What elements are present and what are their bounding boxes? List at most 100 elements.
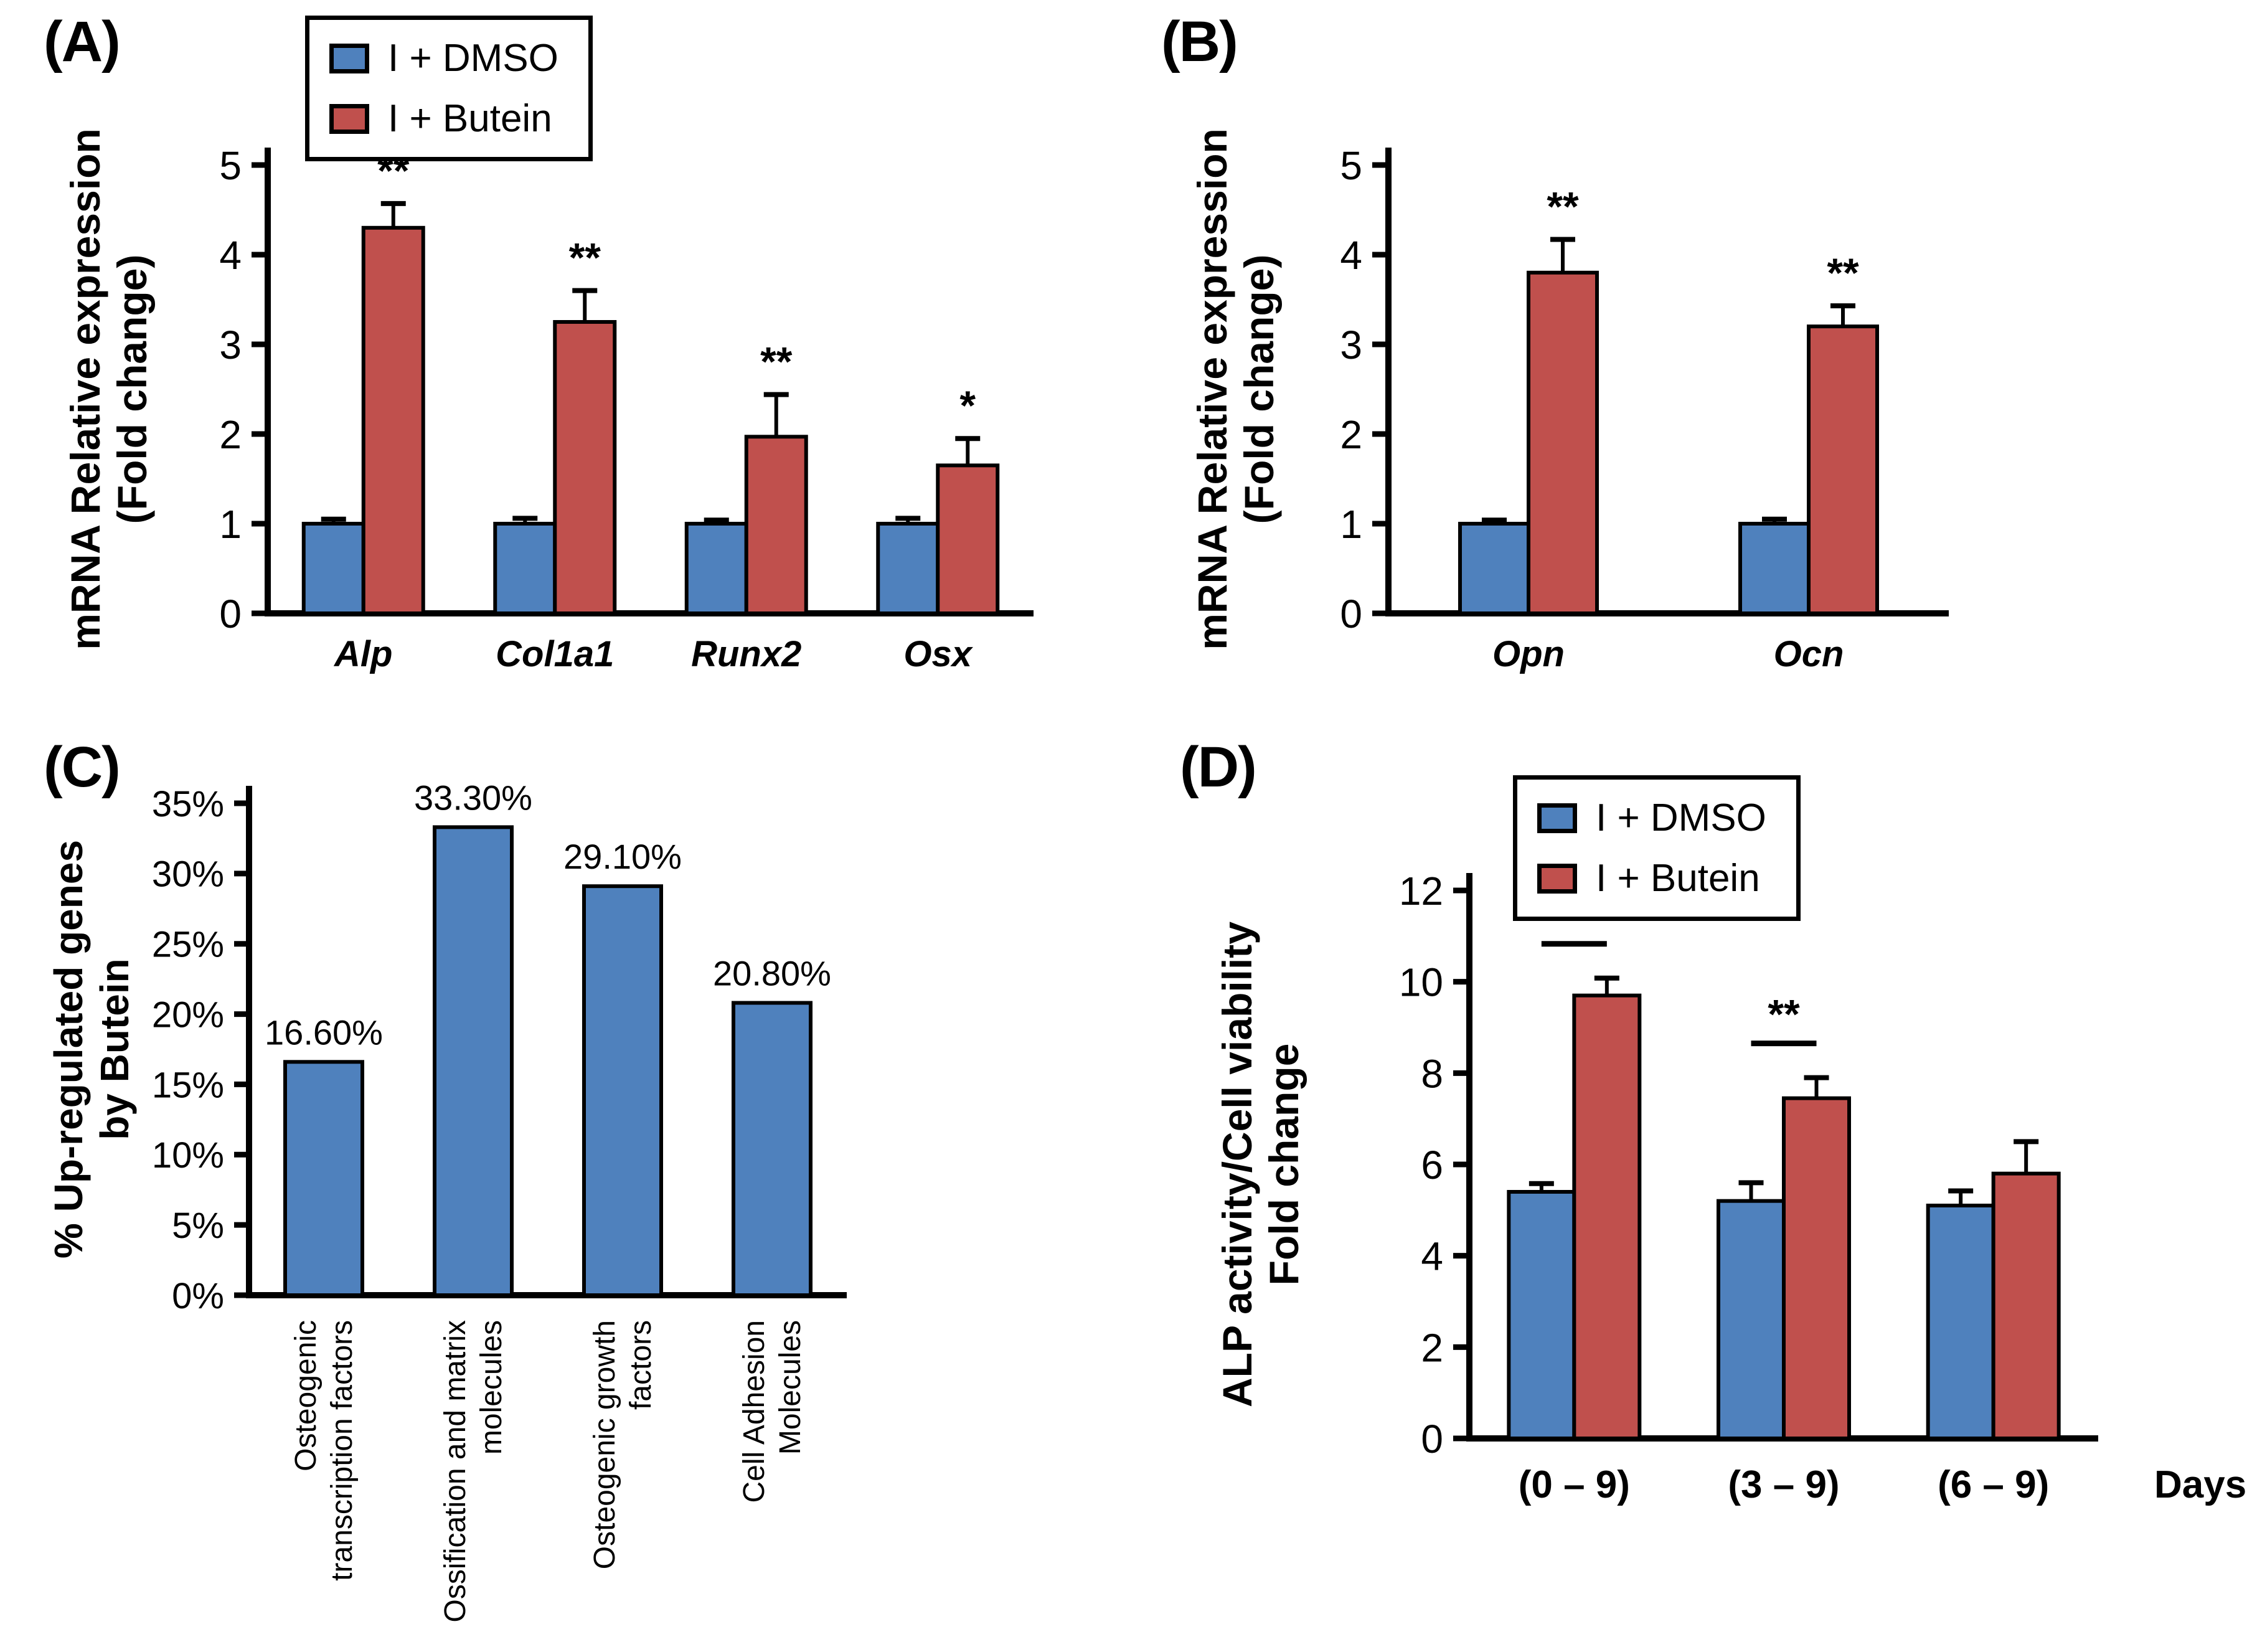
legend-panel-d: I + DMSO I + Butein (1513, 775, 1801, 921)
significance-marker: ** (760, 339, 793, 385)
x-category-label: Osx (903, 634, 973, 674)
y-tick-label: 5% (172, 1206, 224, 1246)
bar (732, 1001, 813, 1297)
y-tick-label: 35% (152, 784, 224, 824)
panel-b-chart: 0 1 2 3 4 5 mRNA Relative expression (Fold chan… (1189, 128, 1949, 674)
panel-d-label: (D) (1180, 735, 1257, 799)
bar (744, 435, 808, 615)
bar (433, 825, 514, 1298)
bar (493, 522, 557, 615)
y-tick-label: 4 (1421, 1234, 1443, 1279)
x-category-label: Opn (1492, 634, 1565, 674)
y-tick-label: 0% (172, 1276, 224, 1316)
x-axis-unit-label: Days (2154, 1463, 2246, 1506)
legend-panel-a: I + DMSO I + Butein (305, 16, 593, 161)
y-tick-label: 1 (1340, 502, 1362, 547)
y-tick-label: 10% (152, 1135, 224, 1176)
x-category-label: transcription factors (326, 1320, 359, 1581)
legend-item-dmso: I + DMSO (1537, 796, 1766, 840)
bar-value-label: 20.80% (713, 954, 831, 993)
legend-label-butein: I + Butein (388, 97, 552, 140)
panel-a-label: (A) (44, 10, 121, 73)
y-tick-label: 2 (219, 412, 242, 457)
bar (1926, 1204, 1995, 1440)
bar-value-label: 16.60% (265, 1012, 383, 1052)
butein-color-swatch (329, 103, 369, 134)
bar-value-label: 29.10% (563, 837, 682, 876)
x-category-label: molecules (475, 1320, 508, 1455)
y-axis-label: mRNA Relative expression (1189, 128, 1235, 650)
bar (1807, 324, 1879, 615)
bar-value-label: 33.30% (414, 778, 532, 817)
x-category-label: factors (624, 1320, 657, 1410)
y-tick-label: 0 (219, 592, 242, 636)
x-category-label: Cell Adhesion (738, 1320, 771, 1503)
y-tick-label: 3 (219, 323, 242, 367)
y-axis-label: (Fold change) (1236, 255, 1282, 524)
y-tick-label: 2 (1421, 1325, 1443, 1370)
panel-d-chart: 0 2 4 6 8 10 12 ALP activity/Cell viability Fold… (1214, 869, 2246, 1506)
bar (1572, 993, 1642, 1440)
x-category-label: Ocn (1774, 634, 1844, 674)
bar (1717, 1199, 1786, 1441)
y-tick-label: 4 (219, 233, 242, 278)
legend-label-dmso: I + DMSO (388, 37, 558, 80)
x-category-label: Ossification and matrix (439, 1320, 472, 1623)
y-tick-label: 0 (1340, 592, 1362, 636)
dmso-color-swatch (329, 43, 369, 73)
y-axis-label: mRNA Relative expression (62, 128, 108, 650)
x-category-label: Molecules (774, 1320, 807, 1455)
y-tick-label: 3 (1340, 323, 1362, 367)
bar (283, 1060, 364, 1297)
y-axis-label: (Fold change) (109, 255, 155, 524)
panel-b-label: (B) (1161, 10, 1238, 73)
y-tick-label: 0 (1421, 1417, 1443, 1461)
y-axis-label: by Butein (92, 958, 137, 1140)
bar (1782, 1096, 1851, 1440)
y-tick-label: 2 (1340, 412, 1362, 457)
x-category-label: Col1a1 (496, 634, 614, 674)
bar (876, 522, 940, 615)
significance-marker: * (959, 382, 976, 428)
y-tick-label: 12 (1399, 869, 1443, 913)
bar (1738, 522, 1811, 615)
y-tick-label: 25% (152, 925, 224, 965)
bar (1458, 522, 1530, 615)
bar (1507, 1190, 1576, 1440)
legend-item-dmso: I + DMSO (329, 36, 558, 80)
y-tick-label: 30% (152, 854, 224, 895)
dmso-color-swatch (1537, 803, 1577, 833)
y-tick-label: 5 (219, 143, 242, 188)
legend-item-butein: I + Butein (329, 97, 558, 141)
bar (936, 463, 1000, 616)
y-axis-label: % Up-regulated genes (46, 840, 91, 1258)
y-tick-label: 4 (1340, 233, 1362, 278)
y-tick-label: 10 (1399, 960, 1443, 1005)
x-category-label: (6 – 9) (1938, 1463, 2049, 1506)
y-tick-label: 5 (1340, 143, 1362, 188)
legend-item-butein: I + Butein (1537, 856, 1766, 900)
butein-color-swatch (1537, 863, 1577, 894)
panel-a-chart: 0 1 2 3 4 5 mRNA Relative expression (Fold chan… (62, 128, 1034, 674)
significance-marker: ** (1547, 184, 1579, 230)
bar (684, 522, 748, 615)
significance-marker: ** (1768, 991, 1800, 1037)
legend-label-dmso: I + DMSO (1596, 796, 1766, 839)
x-category-label: Osteogenic (290, 1320, 323, 1471)
bar (1991, 1171, 2061, 1441)
y-tick-label: 20% (152, 994, 224, 1035)
significance-marker: ** (569, 235, 601, 281)
bar (553, 320, 617, 615)
significance-marker: ** (1827, 250, 1859, 296)
bar (582, 884, 663, 1297)
bar (1527, 270, 1599, 616)
legend-label-butein: I + Butein (1596, 857, 1760, 900)
bar (301, 522, 365, 615)
x-category-label: Osteogenic growth (588, 1320, 621, 1569)
y-axis-label: ALP activity/Cell viability (1214, 922, 1260, 1407)
x-category-label: (0 – 9) (1519, 1463, 1630, 1506)
y-axis-label: Fold change (1261, 1044, 1307, 1286)
x-category-label: (3 – 9) (1728, 1463, 1839, 1506)
panel-c-label: (C) (44, 735, 121, 799)
